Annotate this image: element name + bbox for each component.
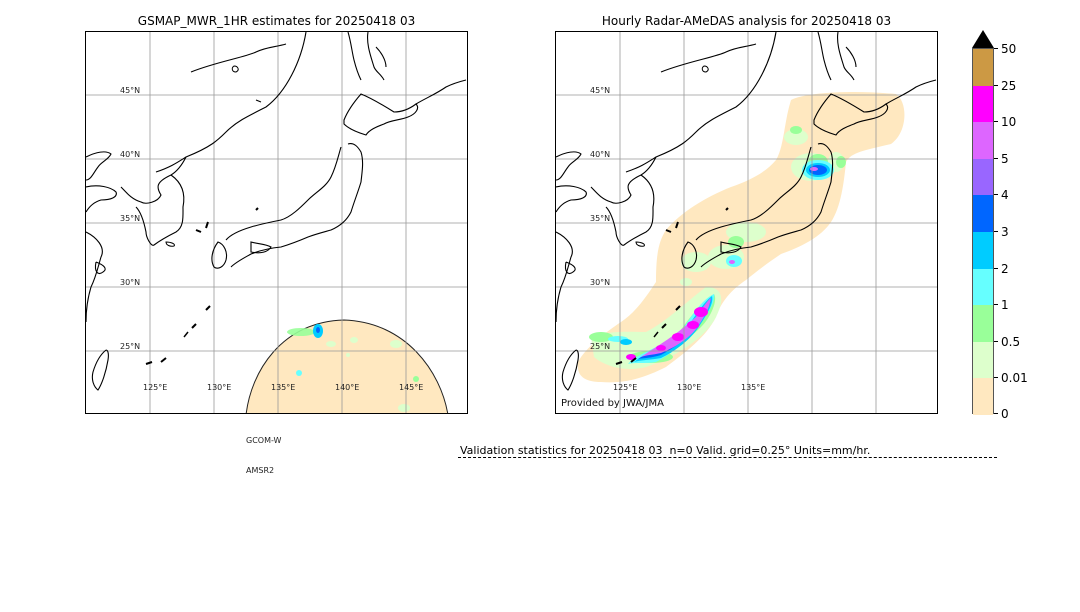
colorbar-label: 0 <box>1001 407 1009 421</box>
colorbar <box>972 48 994 415</box>
svg-text:30°N: 30°N <box>120 278 140 287</box>
colorbar-segment-3-4 <box>973 195 993 232</box>
svg-text:125°E: 125°E <box>613 383 637 392</box>
svg-text:45°N: 45°N <box>590 86 610 95</box>
svg-text:145°E: 145°E <box>399 383 423 392</box>
colorbar-label: 2 <box>1001 262 1009 276</box>
svg-text:130°E: 130°E <box>677 383 701 392</box>
svg-text:25°N: 25°N <box>590 342 610 351</box>
satellite-name: GCOM-W <box>246 436 282 445</box>
colorbar-segment-0.01-0.5 <box>973 341 993 379</box>
swath-area <box>245 319 449 413</box>
precip-cells-left <box>287 324 419 412</box>
colorbar-label: 0.01 <box>1001 371 1028 385</box>
svg-text:135°E: 135°E <box>271 383 295 392</box>
gsmap-map-canvas: 45°N 40°N 35°N 30°N 25°N 125°E 130°E 135… <box>86 32 467 413</box>
colorbar-label: 1 <box>1001 298 1009 312</box>
validation-statistics: Validation statistics for 20250418 03 n=… <box>460 444 871 457</box>
colorbar-label: 10 <box>1001 115 1017 129</box>
coastlines <box>556 32 937 391</box>
coastlines <box>86 32 467 391</box>
colorbar-segment-4-5 <box>973 158 993 196</box>
radar-amedas-map: 45°N 40°N 35°N 30°N 25°N 125°E 130°E 135… <box>555 31 938 414</box>
colorbar-label: 5 <box>1001 152 1009 166</box>
colorbar-label: 0.5 <box>1001 335 1021 349</box>
svg-text:40°N: 40°N <box>590 150 610 159</box>
svg-text:40°N: 40°N <box>120 150 140 159</box>
sensor-name: AMSR2 <box>246 466 275 475</box>
lat-tick-labels: 45°N 40°N 35°N 30°N 25°N <box>120 86 140 351</box>
radar-intense <box>626 307 708 360</box>
colorbar-segment-1-2 <box>973 268 993 306</box>
validation-divider <box>458 457 997 458</box>
colorbar-segment-10-25 <box>973 85 993 123</box>
data-credit: Provided by JWA/JMA <box>561 398 664 409</box>
colorbar-extend-arrow <box>972 30 994 48</box>
colorbar-segment-2-3 <box>973 232 993 269</box>
left-panel-title: GSMAP_MWR_1HR estimates for 20250418 03 <box>137 14 416 28</box>
colorbar-label: 50 <box>1001 42 1017 56</box>
colorbar-segment-5-10 <box>973 122 993 159</box>
radar-map-canvas: 45°N 40°N 35°N 30°N 25°N 125°E 130°E 135… <box>556 32 937 413</box>
colorbar-label: 3 <box>1001 225 1009 239</box>
right-panel-title: Hourly Radar-AMeDAS analysis for 2025041… <box>601 14 892 28</box>
svg-text:140°E: 140°E <box>335 383 359 392</box>
colorbar-label: 25 <box>1001 79 1017 93</box>
gsmap-map: 45°N 40°N 35°N 30°N 25°N 125°E 130°E 135… <box>85 31 468 414</box>
lon-tick-labels: 125°E 130°E 135°E 140°E 145°E <box>143 383 423 392</box>
svg-text:30°N: 30°N <box>590 278 610 287</box>
svg-text:130°E: 130°E <box>207 383 231 392</box>
colorbar-segment-25-50 <box>973 49 993 86</box>
svg-text:125°E: 125°E <box>143 383 167 392</box>
svg-text:35°N: 35°N <box>120 214 140 223</box>
colorbar-segment-0-0.01 <box>973 378 993 415</box>
svg-text:45°N: 45°N <box>120 86 140 95</box>
lat-tick-labels: 45°N 40°N 35°N 30°N 25°N <box>590 86 610 351</box>
satellite-label: GCOM-W AMSR2 <box>246 416 281 486</box>
colorbar-segment-0.5-1 <box>973 305 993 342</box>
colorbar-label: 4 <box>1001 188 1009 202</box>
svg-text:25°N: 25°N <box>120 342 140 351</box>
svg-text:35°N: 35°N <box>590 214 610 223</box>
lon-tick-labels: 125°E 130°E 135°E <box>613 383 765 392</box>
svg-text:135°E: 135°E <box>741 383 765 392</box>
